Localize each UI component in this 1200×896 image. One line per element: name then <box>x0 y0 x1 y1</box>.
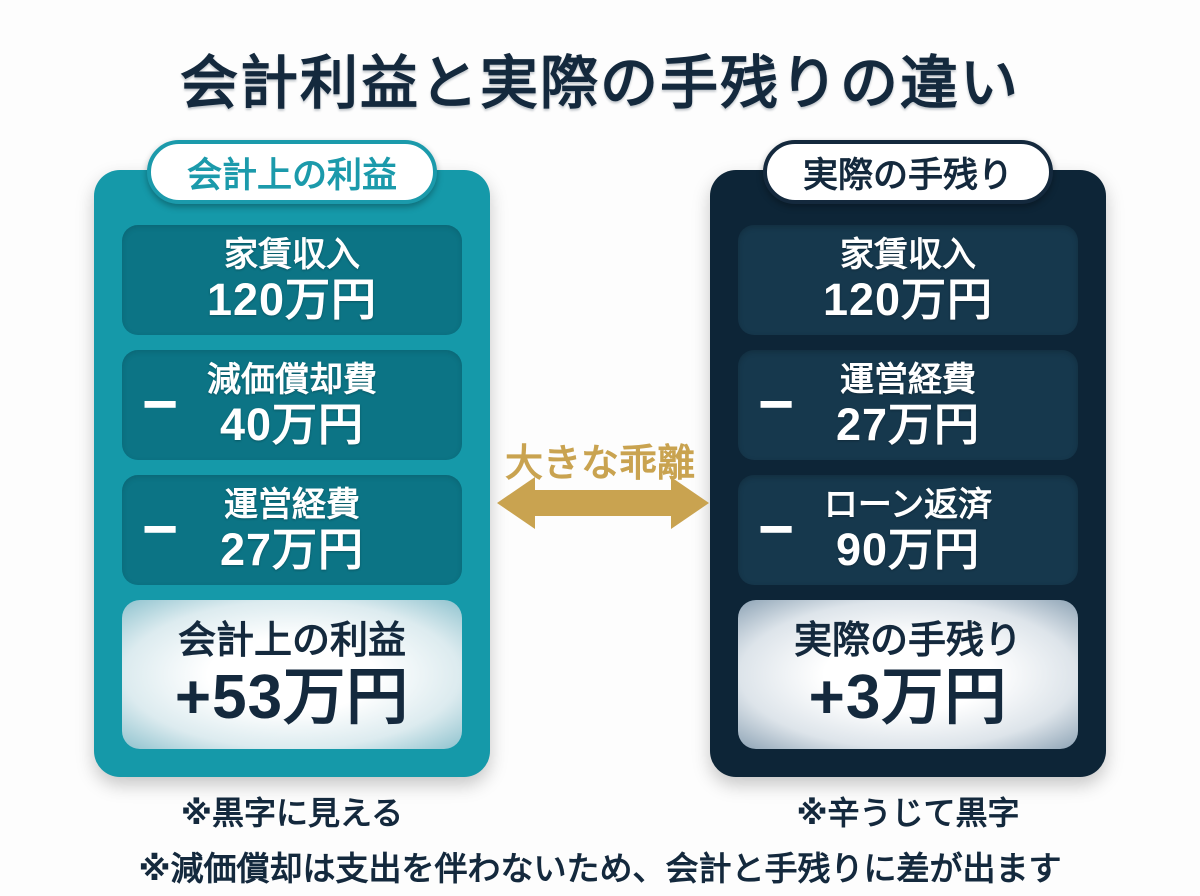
row-card-rent-income: 家賃収入 120万円 <box>738 225 1078 335</box>
accounting-profit-result-card: 会計上の利益 +53万円 <box>122 600 462 749</box>
double-arrow-icon <box>497 477 709 529</box>
actual-cash-panel: 実際の手残り 家賃収入 120万円 − 運営経費 27万円 − ローン返済 90… <box>710 140 1106 777</box>
actual-cash-header: 実際の手残り <box>762 140 1054 204</box>
row-card-operating-expenses: − 運営経費 27万円 <box>738 350 1078 460</box>
result-value: +3万円 <box>808 662 1008 732</box>
row-card-rent-income: 家賃収入 120万円 <box>122 225 462 335</box>
row-label: 家賃収入 <box>840 235 976 274</box>
footnote: ※減価償却は支出を伴わないため、会計と手残りに差が出ます <box>138 850 1062 887</box>
row-card-operating-expenses: − 運営経費 27万円 <box>122 475 462 585</box>
result-value: +53万円 <box>174 662 410 732</box>
result-label: 実際の手残り <box>793 620 1022 663</box>
row-label: ローン返済 <box>823 485 993 524</box>
row-value: 120万円 <box>206 273 378 325</box>
row-value: 27万円 <box>219 523 365 575</box>
page-title: 会計利益と実際の手残りの違い <box>179 51 1020 116</box>
divergence-label: 大きな乖離 <box>504 443 695 485</box>
row-value: 90万円 <box>835 523 981 575</box>
result-label: 会計上の利益 <box>177 620 406 663</box>
actual-cash-result-card: 実際の手残り +3万円 <box>738 600 1078 749</box>
row-label: 運営経費 <box>840 360 976 399</box>
row-value: 40万円 <box>219 398 365 450</box>
row-card-loan-repayment: − ローン返済 90万円 <box>738 475 1078 585</box>
accounting-profit-header: 会計上の利益 <box>146 140 438 204</box>
row-value: 120万円 <box>822 273 994 325</box>
row-card-depreciation: − 減価償却費 40万円 <box>122 350 462 460</box>
row-label: 家賃収入 <box>224 235 360 274</box>
row-value: 27万円 <box>835 398 981 450</box>
accounting-profit-panel: 会計上の利益 家賃収入 120万円 − 減価償却費 40万円 − 運営経費 27… <box>94 140 490 777</box>
row-label: 減価償却費 <box>207 360 377 399</box>
row-label: 運営経費 <box>224 485 360 524</box>
accounting-note: ※黒字に見える <box>180 795 404 831</box>
actual-cash-note: ※辛うじて黒字 <box>796 795 1020 831</box>
